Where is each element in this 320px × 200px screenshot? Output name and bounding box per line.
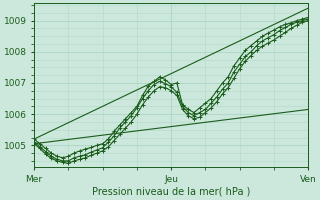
- X-axis label: Pression niveau de la mer( hPa ): Pression niveau de la mer( hPa ): [92, 187, 250, 197]
